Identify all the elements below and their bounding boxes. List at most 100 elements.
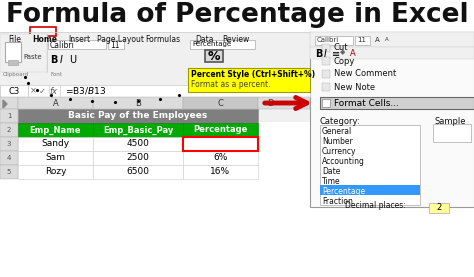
Text: B: B — [315, 49, 322, 59]
Text: Page Layout: Page Layout — [97, 35, 144, 44]
Text: Fraction: Fraction — [322, 196, 353, 206]
Text: U: U — [69, 55, 76, 65]
Text: Paste: Paste — [23, 54, 42, 60]
Text: Sam: Sam — [46, 153, 65, 163]
Text: C3: C3 — [9, 86, 19, 96]
Bar — [205, 50, 223, 62]
Bar — [322, 83, 330, 91]
Text: Review: Review — [222, 35, 249, 44]
Text: A: A — [53, 99, 58, 107]
Bar — [322, 44, 330, 52]
Text: Date: Date — [322, 166, 340, 176]
Text: 6500: 6500 — [127, 168, 149, 176]
Bar — [18, 109, 258, 123]
Bar — [429, 203, 449, 213]
Text: Time: Time — [322, 176, 341, 186]
Bar — [320, 97, 474, 109]
Bar — [315, 36, 353, 45]
Bar — [18, 151, 93, 165]
Text: A: A — [350, 49, 356, 58]
Bar — [310, 32, 474, 207]
Bar — [48, 40, 106, 49]
Text: Sandy: Sandy — [41, 140, 70, 148]
Text: Calibri: Calibri — [50, 41, 75, 50]
Text: 2: 2 — [437, 204, 442, 212]
Bar — [0, 85, 310, 97]
Text: fx: fx — [49, 86, 57, 96]
Text: ×: × — [29, 86, 36, 96]
Bar — [0, 34, 47, 72]
Bar — [18, 137, 93, 151]
Bar — [310, 47, 474, 59]
Text: ≡: ≡ — [332, 49, 340, 59]
Text: 2500: 2500 — [127, 153, 149, 163]
Text: Percentage: Percentage — [193, 125, 248, 135]
Text: Emp_Basic_Pay: Emp_Basic_Pay — [103, 125, 173, 135]
Text: Font: Font — [51, 72, 63, 77]
Text: Data: Data — [195, 35, 213, 44]
Text: 4: 4 — [7, 155, 11, 161]
Text: Home: Home — [32, 35, 57, 44]
Bar — [93, 137, 183, 151]
Text: Insert: Insert — [68, 35, 90, 44]
Bar — [183, 151, 258, 165]
Bar — [93, 123, 183, 137]
Text: Rozy: Rozy — [45, 168, 66, 176]
Text: Formula of Percentage in Excel: Formula of Percentage in Excel — [6, 2, 468, 28]
Text: ✓: ✓ — [38, 86, 46, 96]
Bar — [0, 123, 18, 137]
Text: C: C — [218, 99, 223, 107]
Bar — [0, 165, 18, 179]
Bar — [0, 137, 18, 151]
Text: %: % — [208, 50, 220, 63]
Bar — [183, 165, 258, 179]
Text: 3: 3 — [7, 141, 11, 147]
Text: D: D — [267, 99, 273, 107]
Bar — [310, 32, 474, 47]
Bar — [18, 97, 93, 109]
Bar — [0, 97, 18, 109]
Bar — [0, 109, 18, 123]
Text: Clipboard: Clipboard — [3, 72, 29, 77]
Text: General: General — [322, 127, 352, 135]
Text: Accounting: Accounting — [322, 157, 365, 165]
Text: 6%: 6% — [213, 153, 228, 163]
Bar — [0, 151, 18, 165]
Bar — [5, 42, 21, 62]
Text: File: File — [8, 35, 21, 44]
Bar — [0, 32, 310, 122]
Bar — [8, 60, 18, 65]
Text: Decimal places:: Decimal places: — [345, 201, 406, 211]
Bar — [190, 40, 255, 49]
Text: New Comment: New Comment — [334, 70, 396, 78]
Text: Category:: Category: — [320, 117, 361, 126]
Bar — [322, 70, 330, 78]
Bar — [30, 27, 56, 36]
Text: Cut: Cut — [334, 43, 348, 53]
Text: Emp_Name: Emp_Name — [30, 125, 81, 135]
Text: I: I — [324, 49, 327, 59]
Text: Percentage: Percentage — [192, 41, 231, 47]
Text: Currency: Currency — [322, 147, 356, 155]
Text: 5: 5 — [7, 169, 11, 175]
Text: 2: 2 — [7, 127, 11, 133]
Bar — [322, 57, 330, 65]
Text: B: B — [50, 55, 57, 65]
Text: Format Cells...: Format Cells... — [334, 99, 399, 107]
Bar — [93, 165, 183, 179]
Text: 4500: 4500 — [127, 140, 149, 148]
Bar — [0, 85, 28, 97]
Text: Formulas: Formulas — [145, 35, 180, 44]
Text: Sample: Sample — [435, 117, 466, 126]
Text: 11%: 11% — [210, 140, 230, 148]
Text: Percentage: Percentage — [322, 186, 365, 196]
Bar — [18, 165, 93, 179]
Text: A: A — [385, 37, 389, 42]
Text: B: B — [135, 99, 141, 107]
Text: Copy: Copy — [334, 57, 356, 65]
Text: 11: 11 — [357, 37, 366, 43]
Text: 11: 11 — [110, 41, 119, 50]
Text: =B3/$B$13: =B3/$B$13 — [65, 86, 106, 96]
Bar — [183, 123, 258, 137]
Bar — [108, 40, 124, 49]
